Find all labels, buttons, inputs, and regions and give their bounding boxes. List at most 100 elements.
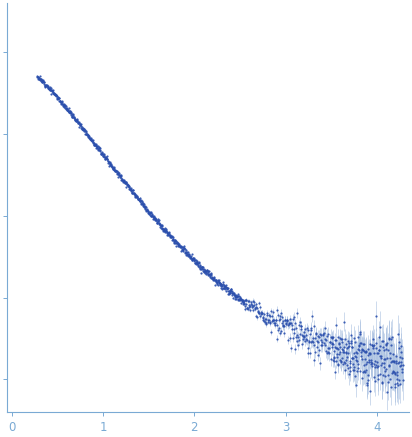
- Point: [159, 225, 165, 232]
- Point: [371, 373, 377, 380]
- Point: [40, 77, 46, 84]
- Point: [288, 344, 294, 351]
- Point: [376, 347, 383, 354]
- Point: [98, 150, 104, 157]
- Point: [190, 256, 196, 263]
- Point: [76, 120, 83, 127]
- Point: [201, 269, 207, 276]
- Point: [384, 347, 391, 354]
- Point: [87, 136, 93, 143]
- Point: [325, 344, 331, 351]
- Point: [178, 246, 185, 253]
- Point: [248, 300, 254, 307]
- Point: [154, 220, 161, 227]
- Point: [35, 73, 41, 80]
- Point: [84, 131, 91, 138]
- Point: [80, 125, 87, 132]
- Point: [261, 310, 267, 317]
- Point: [381, 347, 388, 354]
- Point: [386, 375, 393, 382]
- Point: [123, 179, 130, 186]
- Point: [295, 333, 301, 340]
- Point: [178, 247, 185, 254]
- Point: [84, 133, 91, 140]
- Point: [85, 132, 91, 139]
- Point: [213, 279, 220, 286]
- Point: [152, 216, 159, 223]
- Point: [65, 108, 72, 114]
- Point: [75, 120, 81, 127]
- Point: [226, 288, 232, 295]
- Point: [277, 329, 284, 336]
- Point: [192, 257, 199, 264]
- Point: [130, 190, 137, 197]
- Point: [332, 337, 339, 344]
- Point: [206, 274, 213, 281]
- Point: [82, 131, 88, 138]
- Point: [313, 331, 320, 338]
- Point: [382, 355, 389, 362]
- Point: [399, 368, 405, 375]
- Point: [376, 346, 382, 353]
- Point: [154, 215, 161, 222]
- Point: [378, 352, 384, 359]
- Point: [170, 237, 176, 244]
- Point: [321, 340, 328, 347]
- Point: [281, 316, 288, 323]
- Point: [272, 322, 279, 329]
- Point: [255, 308, 262, 315]
- Point: [213, 277, 220, 284]
- Point: [224, 285, 230, 292]
- Point: [199, 265, 206, 272]
- Point: [212, 276, 219, 283]
- Point: [331, 348, 338, 355]
- Point: [286, 320, 292, 327]
- Point: [121, 177, 127, 184]
- Point: [147, 209, 153, 216]
- Point: [326, 345, 332, 352]
- Point: [140, 203, 147, 210]
- Point: [392, 371, 398, 378]
- Point: [364, 359, 370, 366]
- Point: [356, 341, 363, 348]
- Point: [204, 270, 211, 277]
- Point: [356, 343, 362, 350]
- Point: [389, 333, 395, 340]
- Point: [78, 123, 84, 130]
- Point: [157, 221, 164, 228]
- Point: [197, 264, 204, 271]
- Point: [365, 359, 372, 366]
- Point: [211, 277, 218, 284]
- Point: [72, 115, 79, 122]
- Point: [375, 375, 382, 382]
- Point: [160, 227, 166, 234]
- Point: [97, 151, 104, 158]
- Point: [197, 261, 204, 268]
- Point: [125, 183, 131, 190]
- Point: [328, 333, 335, 340]
- Point: [173, 243, 179, 250]
- Point: [45, 84, 52, 91]
- Point: [67, 108, 74, 115]
- Point: [236, 297, 242, 304]
- Point: [375, 362, 381, 369]
- Point: [60, 101, 67, 108]
- Point: [103, 155, 110, 162]
- Point: [56, 97, 63, 104]
- Point: [96, 147, 103, 154]
- Point: [284, 316, 291, 323]
- Point: [229, 291, 236, 298]
- Point: [359, 347, 365, 354]
- Point: [393, 358, 400, 365]
- Point: [63, 104, 70, 111]
- Point: [200, 266, 207, 273]
- Point: [384, 339, 390, 346]
- Point: [123, 180, 129, 187]
- Point: [343, 357, 349, 364]
- Point: [270, 309, 277, 316]
- Point: [110, 165, 117, 172]
- Point: [341, 318, 347, 325]
- Point: [186, 252, 193, 259]
- Point: [396, 377, 403, 384]
- Point: [159, 221, 166, 228]
